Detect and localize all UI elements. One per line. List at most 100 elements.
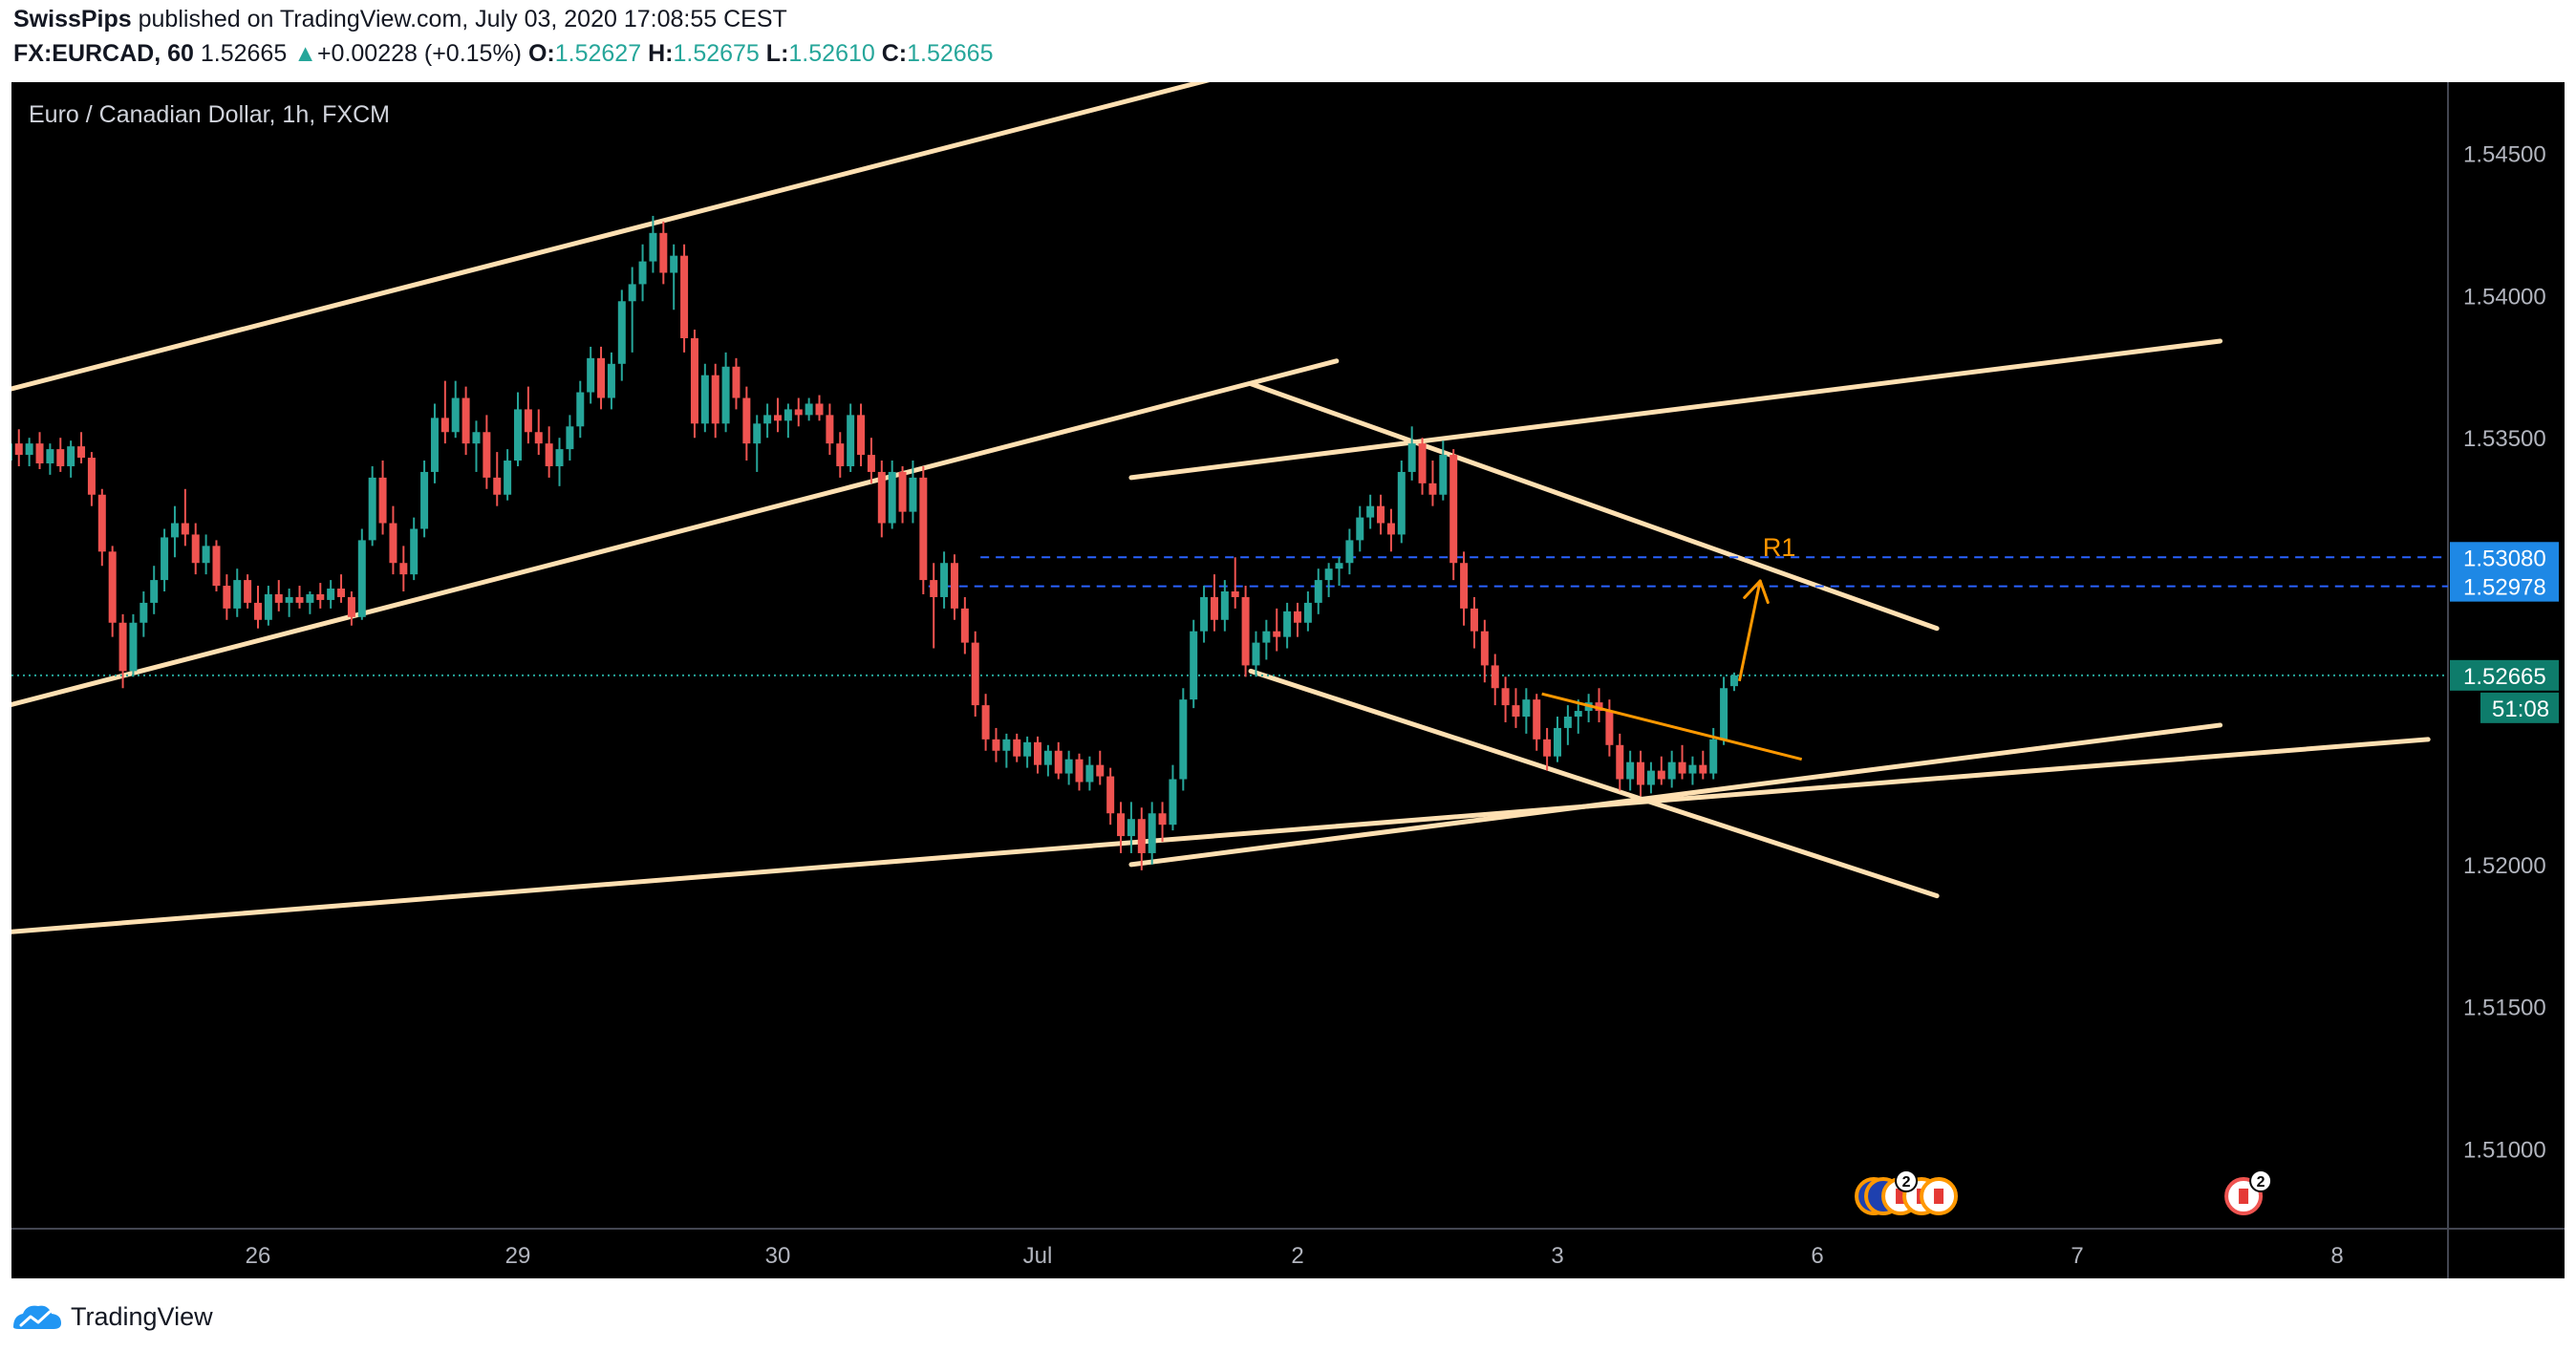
bear-candle: [1294, 602, 1301, 637]
chart-background: [11, 82, 2565, 1278]
bull-candle: [161, 528, 169, 592]
economic-event-marker[interactable]: 2: [2224, 1169, 2273, 1215]
event-count-badge: [1895, 1169, 1919, 1192]
trendline[interactable]: [1128, 338, 2223, 481]
bear-candle: [347, 591, 355, 626]
candle-body: [430, 418, 439, 472]
candle-body: [1190, 631, 1198, 700]
candle-body: [264, 593, 272, 620]
candle-body: [202, 546, 210, 564]
bear-candle: [212, 540, 221, 592]
bull-candle: [847, 403, 855, 472]
candle-body: [462, 397, 470, 444]
bear-candle: [960, 596, 969, 654]
candle-body: [909, 477, 917, 512]
candle-body: [223, 586, 231, 609]
bear-candle: [1117, 802, 1126, 853]
candle-body: [1366, 505, 1375, 518]
bull-candle: [1439, 440, 1448, 501]
candle-body: [1667, 761, 1676, 780]
candle-body: [440, 418, 449, 433]
bull-candle: [1522, 688, 1531, 734]
candle-body: [1117, 813, 1126, 837]
bull-candle: [1283, 602, 1292, 649]
candle-body: [1626, 761, 1635, 780]
candle-body: [14, 443, 23, 456]
bull-candle: [763, 403, 772, 439]
badge-bg: [2450, 570, 2559, 602]
bull-candle: [504, 449, 512, 501]
trendline[interactable]: [0, 737, 2431, 934]
candle-body: [1720, 688, 1728, 740]
trendline[interactable]: [0, 358, 1340, 708]
bear-candle: [1480, 619, 1489, 683]
trendline[interactable]: [1128, 722, 2223, 868]
breakout-arrow[interactable]: [1737, 580, 1762, 682]
bull-candle: [1200, 586, 1209, 643]
level-price-badge[interactable]: 1.53080: [2450, 542, 2559, 573]
trendline[interactable]: [1248, 381, 1940, 632]
tradingview-brand[interactable]: TradingView: [71, 1301, 213, 1331]
economic-events-cluster[interactable]: 2: [1855, 1169, 1959, 1215]
candle-body: [368, 477, 376, 541]
candle-body: [711, 375, 719, 424]
last-price-badge[interactable]: 1.52665: [2450, 659, 2559, 691]
low-value: 1.52610: [788, 40, 875, 67]
trendline[interactable]: [1248, 668, 1940, 899]
candle-body: [1657, 770, 1665, 780]
bear-candle: [524, 386, 532, 444]
level-price-badge[interactable]: 1.52978: [2450, 570, 2559, 602]
bear-candle: [1595, 688, 1603, 722]
candle-body: [1169, 779, 1177, 826]
candle-body: [1512, 705, 1520, 718]
candle-body: [950, 563, 958, 609]
bull-candle: [1729, 672, 1738, 692]
bull-candle: [430, 403, 439, 483]
candle-body: [347, 596, 355, 617]
candle-body: [888, 471, 896, 524]
candle-body: [1303, 602, 1312, 623]
candle-body: [1386, 523, 1395, 535]
x-tick-label: 26: [246, 1243, 271, 1269]
candle-body: [1543, 739, 1552, 757]
candle-body: [46, 449, 54, 464]
bull-candle: [140, 591, 148, 637]
candle-body: [285, 596, 293, 603]
candle-body: [1294, 611, 1301, 623]
bear-candle: [378, 461, 387, 535]
wedge-trendline[interactable]: [1541, 692, 1803, 761]
bear-candle: [1075, 753, 1084, 791]
bear-candle: [337, 574, 346, 603]
maple-leaf-icon: [2239, 1189, 2249, 1204]
bull-candle: [1252, 631, 1260, 677]
author-name[interactable]: SwissPips: [13, 6, 132, 32]
bear-candle: [1106, 767, 1115, 826]
countdown-bg: [2480, 692, 2559, 723]
candle-body: [1449, 455, 1458, 564]
price-change: +0.00228 (+0.15%): [316, 40, 523, 67]
bear-candle: [659, 221, 668, 285]
y-tick-label: 1.54500: [2463, 141, 2546, 167]
countdown-badge: 51:08: [2480, 692, 2559, 723]
x-tick-label: 29: [505, 1243, 531, 1269]
candle-body: [690, 337, 698, 424]
candle-body: [1709, 739, 1718, 774]
bear-candle: [254, 586, 262, 629]
candle-body: [1491, 665, 1499, 689]
bear-candle: [898, 465, 907, 524]
bull-candle: [285, 589, 293, 617]
bull-candle: [721, 352, 730, 433]
bear-candle: [1533, 694, 1541, 751]
trendline[interactable]: [0, 54, 1311, 392]
bear-candle: [680, 244, 689, 353]
bear-candle: [742, 386, 751, 461]
bear-candle: [0, 432, 2, 472]
candle-body: [118, 622, 127, 672]
candle-body: [649, 232, 657, 262]
symbol-label[interactable]: FX:EURCAD, 60: [13, 40, 194, 67]
candle-body: [1678, 761, 1686, 774]
bear-candle: [14, 429, 23, 466]
candle-body: [1407, 443, 1416, 472]
